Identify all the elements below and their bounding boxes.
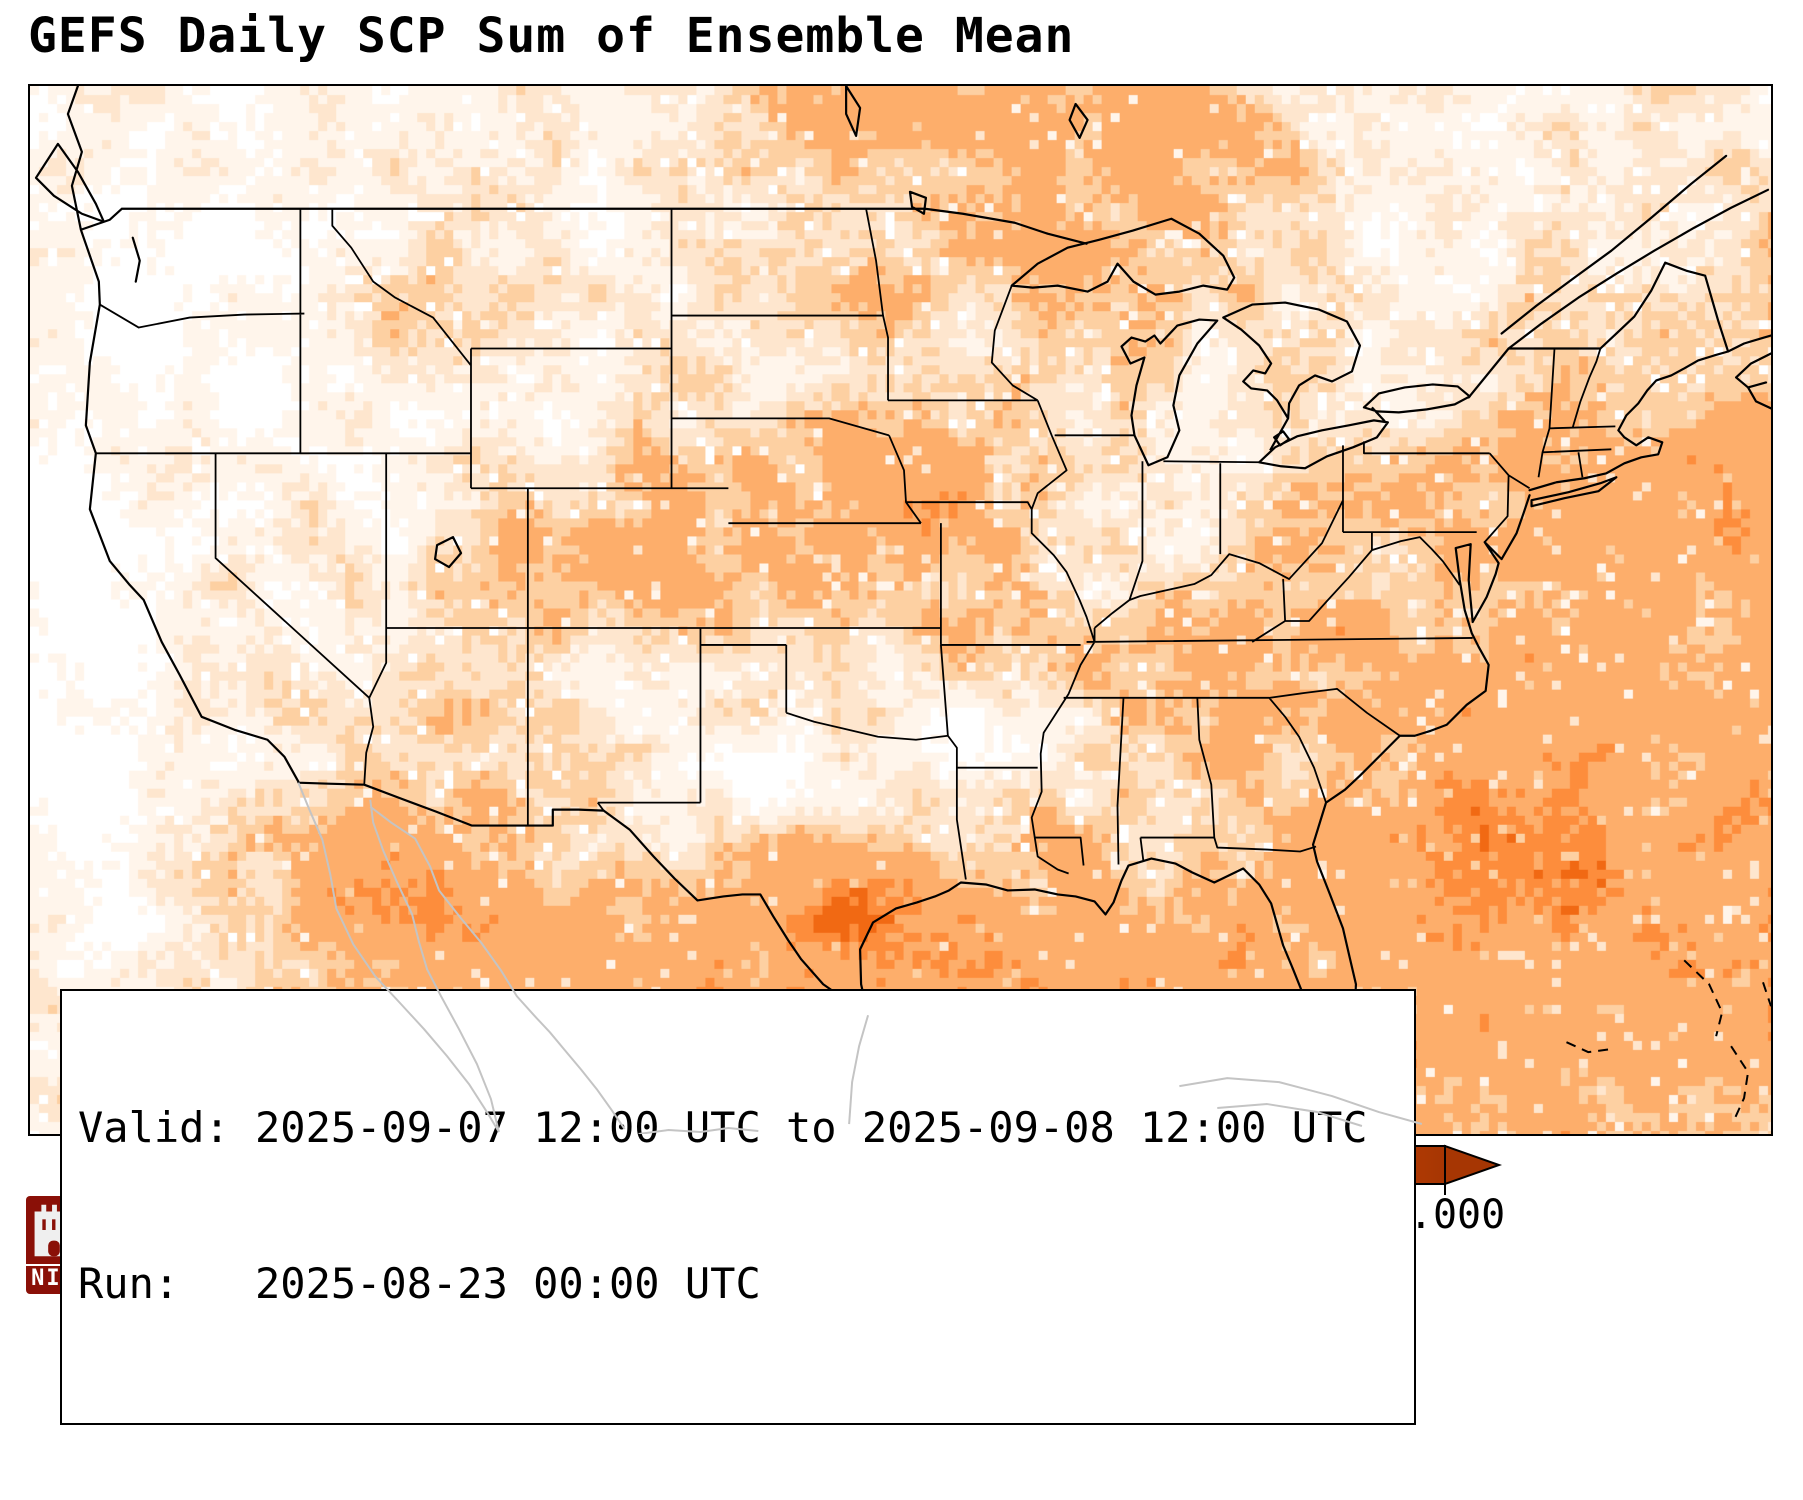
info-box: Valid: 2025-09-07 12:00 UTC to 2025-09-0… — [60, 989, 1416, 1425]
lakes-path — [433, 86, 1471, 569]
state-borders-path — [95, 208, 1616, 880]
scp-heatmap-canvas — [30, 86, 1771, 1134]
colorbar-over-arrow — [1444, 1144, 1503, 1186]
figure-title: GEFS Daily SCP Sum of Ensemble Mean — [28, 8, 1075, 64]
run-text: Run: 2025-08-23 00:00 UTC — [78, 1259, 761, 1308]
state-borders — [95, 208, 1616, 880]
dashed-islands-path — [1566, 959, 1771, 1121]
map-borders-svg — [34, 86, 1771, 1122]
coastline-path — [34, 86, 1771, 1042]
map-panel: Valid: 2025-09-07 12:00 UTC to 2025-09-0… — [28, 84, 1773, 1425]
valid-text: Valid: 2025-09-07 12:00 UTC to 2025-09-0… — [78, 1103, 1368, 1152]
non-us-coastlines-svg — [297, 782, 1771, 1134]
island-outlines-dashed — [1566, 959, 1771, 1121]
great-lakes — [433, 86, 1471, 569]
coastlines — [34, 86, 1771, 1042]
